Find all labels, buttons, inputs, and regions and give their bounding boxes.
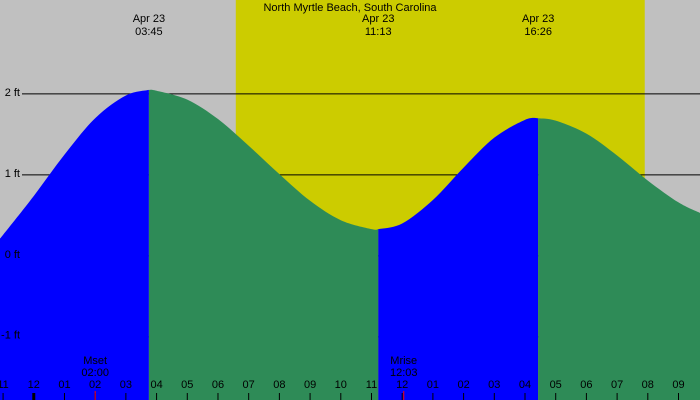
x-tick-label: 05	[181, 379, 193, 391]
x-tick-label: 09	[304, 379, 316, 391]
y-tick-label: 2 ft	[5, 87, 20, 99]
x-tick-label: 08	[642, 379, 654, 391]
extreme-time: 03:45	[135, 26, 163, 38]
chart-title: North Myrtle Beach, South Carolina	[263, 2, 437, 14]
x-tick-label: 08	[273, 379, 285, 391]
x-tick-label: 06	[580, 379, 592, 391]
extreme-time: 16:26	[524, 26, 552, 38]
x-tick-label: 02	[457, 379, 469, 391]
x-tick-label: 03	[488, 379, 500, 391]
x-tick-label: 12	[28, 379, 40, 391]
rising-tide	[0, 89, 149, 400]
y-tick-label: 0 ft	[5, 249, 20, 261]
extreme-date: Apr 23	[362, 13, 394, 25]
y-tick-label: -1 ft	[1, 330, 20, 342]
moon-time: 12:03	[390, 367, 418, 379]
x-tick-label: 11	[0, 379, 9, 391]
x-tick-label: 02	[89, 379, 101, 391]
falling-tide	[148, 89, 379, 400]
extreme-date: Apr 23	[133, 13, 165, 25]
x-tick-label: 09	[672, 379, 684, 391]
x-tick-label: 05	[550, 379, 562, 391]
moon-event: Mset	[83, 355, 107, 367]
x-tick-label: 03	[120, 379, 132, 391]
extreme-time: 11:13	[365, 26, 392, 38]
x-tick-label: 06	[212, 379, 224, 391]
extreme-date: Apr 23	[522, 13, 554, 25]
x-tick-label: 04	[150, 379, 162, 391]
moon-time: 02:00	[81, 367, 109, 379]
x-tick-label: 01	[58, 379, 70, 391]
x-tick-label: 04	[519, 379, 531, 391]
x-tick-label: 01	[427, 379, 439, 391]
rising-tide	[378, 117, 539, 400]
x-tick-label: 07	[611, 379, 623, 391]
x-tick-label: 10	[335, 379, 347, 391]
x-tick-label: 12	[396, 379, 408, 391]
y-tick-label: 1 ft	[5, 168, 20, 180]
falling-tide	[538, 118, 700, 400]
x-tick-label: 07	[243, 379, 255, 391]
x-tick-label: 11	[366, 379, 377, 391]
moon-event: Mrise	[390, 355, 417, 367]
